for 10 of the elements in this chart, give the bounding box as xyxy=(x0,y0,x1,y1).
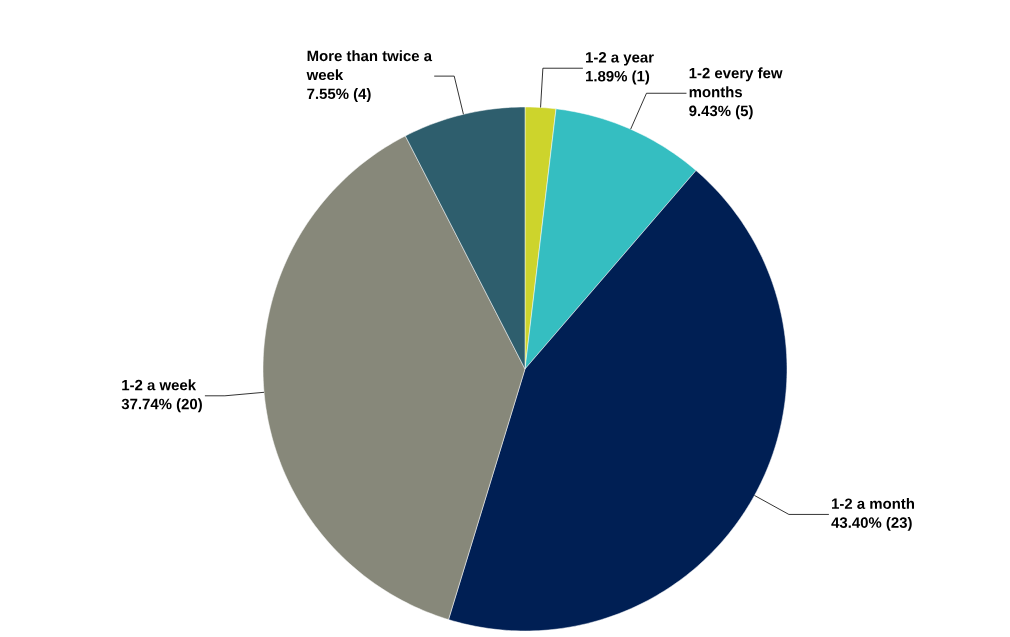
data-label: 37.74% (20) xyxy=(121,398,202,413)
slice-label: 1-2 a year xyxy=(586,51,654,66)
data-label: 43.40% (23) xyxy=(831,516,912,531)
slice-label: More than twice a week xyxy=(306,50,433,81)
data-label: 1.89% (1) xyxy=(586,70,650,85)
slice-label: 1-2 every few months xyxy=(689,67,783,98)
slice-label: 1-2 a month xyxy=(832,498,915,509)
data-label: 7.55% (4) xyxy=(307,88,371,103)
slice-label: 1-2 a week xyxy=(122,379,197,391)
data-label: 9.43% (5) xyxy=(689,105,753,120)
